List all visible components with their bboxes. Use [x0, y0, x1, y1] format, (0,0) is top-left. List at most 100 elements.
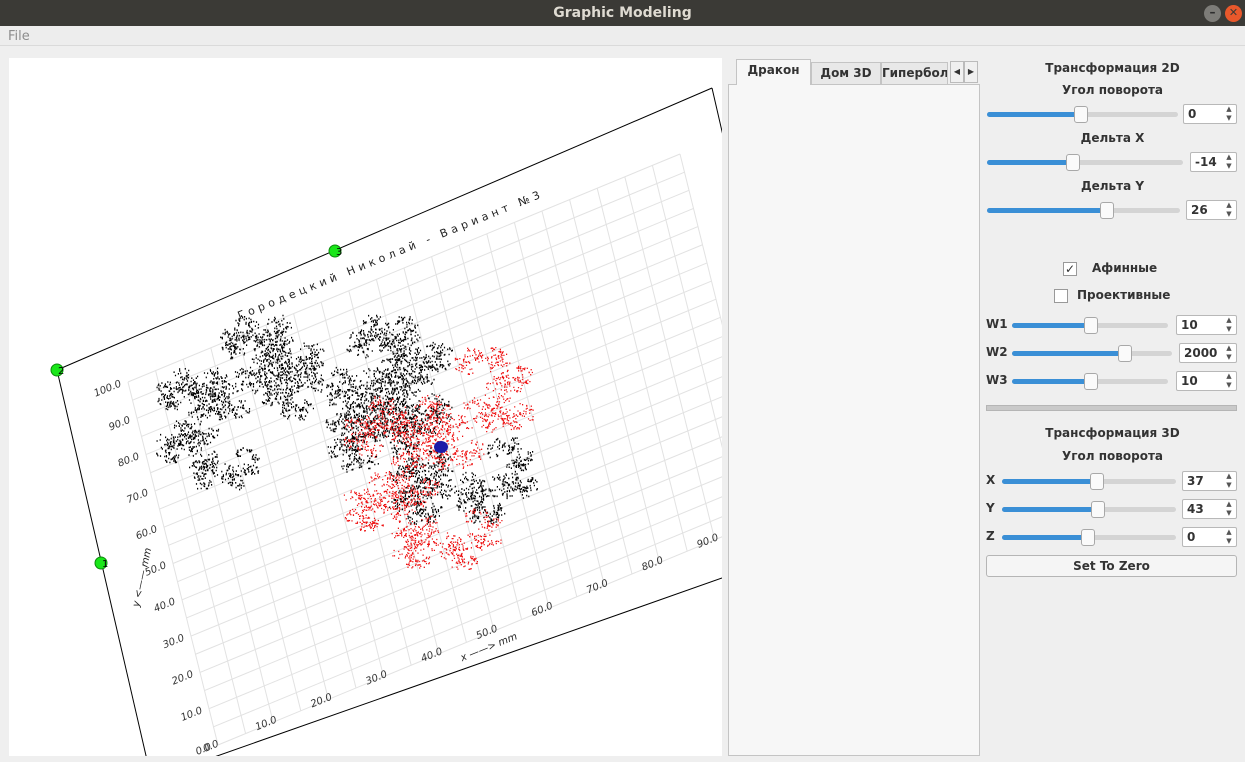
grid-line [213, 516, 722, 728]
frame-line [215, 577, 722, 756]
grid-line [199, 456, 722, 673]
y-axis-label: y <—— mm [131, 547, 155, 609]
y-tick-label: 10.0 [179, 705, 204, 724]
x-tick-label: 10.0 [254, 715, 279, 734]
checkbox[interactable] [1054, 289, 1068, 303]
slider-label: W3 [986, 373, 1008, 387]
grid-line [458, 245, 550, 609]
section-label: Трансформация 3D [1045, 426, 1180, 440]
section-label: Угол поворота [1062, 449, 1163, 463]
separator [986, 405, 1237, 411]
control-point-label: 1 [102, 559, 108, 570]
close-button[interactable]: ✕ [1225, 5, 1242, 22]
y-tick-label: 30.0 [161, 633, 186, 652]
menu-item[interactable]: File [8, 29, 30, 44]
spin-box[interactable]: 0 ▲ ▼ [1182, 527, 1237, 547]
control-point [50, 363, 64, 377]
slider-fill [1012, 351, 1125, 356]
window-title: Graphic Modeling [553, 5, 692, 21]
grid-line [132, 171, 685, 401]
slider-thumb[interactable] [1074, 106, 1088, 123]
spin-arrows[interactable]: ▲ ▼ [1226, 472, 1232, 489]
section-label: Угол поворота [1062, 83, 1163, 97]
slider-label: W1 [986, 317, 1008, 331]
x-tick-label: 60.0 [530, 601, 555, 620]
frame-line [56, 87, 713, 371]
grid-line [486, 233, 578, 597]
slider-fill [1002, 479, 1097, 484]
spin-box[interactable]: 37 ▲ ▼ [1182, 471, 1237, 491]
checkbox-label: Проективные [1077, 288, 1171, 302]
grid-line [596, 188, 688, 552]
spin-box[interactable]: 26 ▲ ▼ [1186, 200, 1237, 220]
x-tick-label: 40.0 [419, 646, 444, 665]
spin-arrows[interactable]: ▲ ▼ [1226, 105, 1232, 122]
spin-arrows[interactable]: ▲ ▼ [1226, 201, 1232, 218]
grid-line [127, 153, 681, 383]
tab-bar: Дракон Дом 3D Гипербол ◀ ▶ [728, 59, 980, 85]
spin-box[interactable]: 43 ▲ ▼ [1182, 499, 1237, 519]
slider-label: Z [986, 529, 995, 543]
grid-line [624, 176, 716, 540]
grid-line [513, 222, 605, 586]
control-point-label: 2 [58, 366, 64, 377]
tab-scroll-right[interactable]: ▶ [964, 61, 978, 83]
spin-arrows[interactable]: ▲ ▼ [1226, 316, 1232, 333]
slider-track [987, 112, 1178, 117]
y-tick-label: 100.0 [92, 379, 123, 400]
slider-thumb[interactable] [1084, 373, 1098, 390]
control-point-label: 3 [336, 247, 342, 258]
grid-line [168, 316, 721, 546]
grid-line [172, 336, 722, 564]
spin-box[interactable]: -14 ▲ ▼ [1190, 152, 1237, 172]
grid-line [679, 153, 722, 326]
minimize-button[interactable]: – [1204, 5, 1221, 22]
spin-box[interactable]: 2000 ▲ ▼ [1179, 343, 1237, 363]
y-tick-label: 80.0 [116, 451, 141, 470]
spin-box[interactable]: 10 ▲ ▼ [1176, 371, 1237, 391]
slider-fill [987, 160, 1073, 165]
slider-thumb[interactable] [1100, 202, 1114, 219]
x-tick-label: 80.0 [640, 555, 665, 574]
x-tick-label: 70.0 [585, 578, 610, 597]
slider-track [1012, 379, 1168, 384]
x-tick-label: 0.0 [202, 739, 221, 755]
tab[interactable]: Гипербол [881, 62, 948, 85]
plot-canvas: 0.010.020.030.040.050.060.070.080.090.01… [9, 58, 722, 756]
menu-bar: File [0, 26, 1245, 46]
spin-arrows[interactable]: ▲ ▼ [1226, 500, 1232, 517]
title-bar: Graphic Modeling – ✕ [0, 0, 1245, 26]
grid-line [141, 207, 694, 437]
slider-track [1002, 535, 1176, 540]
slider-thumb[interactable] [1090, 473, 1104, 490]
slider-fill [1012, 323, 1091, 328]
grid-line [541, 210, 633, 575]
spin-arrows[interactable]: ▲ ▼ [1226, 344, 1232, 361]
slider-thumb[interactable] [1066, 154, 1080, 171]
spin-box[interactable]: 0 ▲ ▼ [1183, 104, 1237, 124]
reset-button[interactable]: Set To Zero [986, 555, 1237, 577]
spin-arrows[interactable]: ▲ ▼ [1226, 528, 1232, 545]
slider-thumb[interactable] [1084, 317, 1098, 334]
spin-box[interactable]: 10 ▲ ▼ [1176, 315, 1237, 335]
slider-track [1002, 507, 1176, 512]
grid-line [569, 199, 661, 563]
tab-scroll-left[interactable]: ◀ [950, 61, 964, 83]
section-label: Трансформация 2D [1045, 61, 1180, 75]
checkbox[interactable]: ✓ [1063, 262, 1077, 276]
slider-fill [987, 112, 1081, 117]
spin-arrows[interactable]: ▲ ▼ [1226, 153, 1232, 170]
tab[interactable]: Дом 3D [811, 62, 881, 85]
grid-line [195, 436, 722, 655]
slider-track [1002, 479, 1176, 484]
y-tick-label: 70.0 [125, 487, 150, 506]
spin-arrows[interactable]: ▲ ▼ [1226, 372, 1232, 389]
slider-thumb[interactable] [1081, 529, 1095, 546]
slider-label: X [986, 473, 996, 487]
slider-thumb[interactable] [1118, 345, 1132, 362]
y-tick-label: 90.0 [107, 415, 132, 434]
slider-thumb[interactable] [1091, 501, 1105, 518]
grid-line [145, 226, 699, 456]
slider-track [987, 160, 1183, 165]
tab[interactable]: Дракон [736, 59, 811, 85]
